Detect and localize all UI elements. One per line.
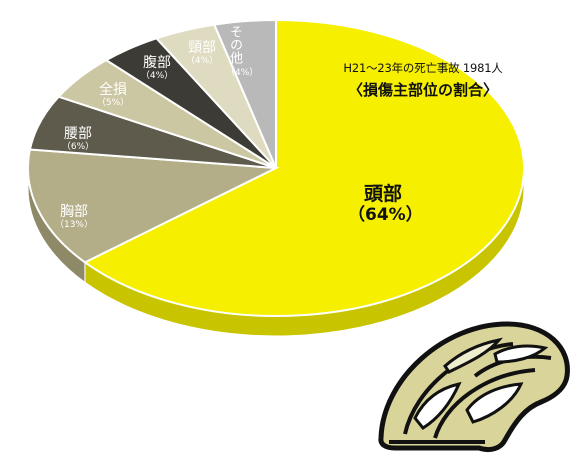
slice-label-other: その他 （4%）: [226, 25, 259, 78]
slice-label-chest: 胸部 （13%）: [44, 204, 104, 230]
slice-label-waist: 腰部 （6%）: [48, 126, 108, 152]
pie-slice-other: [212, 18, 277, 169]
slice-label-abdomen: 腹部 （4%）: [132, 55, 182, 81]
slice-value-abdomen: （4%）: [140, 71, 174, 82]
pie-slice-head: [82, 18, 525, 317]
chart-subtitle: H21〜23年の死亡事故 1981人: [343, 61, 503, 75]
slice-label-head: 頭部 （64%）: [348, 183, 423, 225]
slice-value-head: （64%）: [348, 204, 423, 225]
slice-value-waist: （6%）: [61, 142, 95, 153]
chart-caption: H21〜23年の死亡事故 1981人 〈損傷主部位の割合〉: [323, 60, 523, 100]
slice-name-abdomen: 腹部: [143, 55, 171, 71]
slice-label-whole: 全損 （5%）: [88, 82, 138, 108]
bicycle-helmet-illustration: [378, 321, 570, 453]
slice-value-neck: （4%）: [185, 56, 219, 67]
chart-title: 〈損傷主部位の割合〉: [347, 81, 498, 99]
slice-name-whole: 全損: [99, 82, 127, 98]
slice-value-chest: （13%）: [54, 220, 93, 231]
slice-name-head: 頭部: [363, 183, 402, 205]
slice-value-other: （4%）: [226, 68, 259, 78]
slice-name-waist: 腰部: [64, 126, 92, 142]
pie-slice-chest: [27, 148, 280, 264]
slice-name-chest: 胸部: [60, 204, 88, 220]
slice-label-neck: 頸部 （4%）: [177, 40, 227, 66]
slice-value-whole: （5%）: [96, 98, 130, 109]
slice-name-neck: 頸部: [188, 40, 216, 56]
slice-name-other: その他: [226, 25, 242, 64]
